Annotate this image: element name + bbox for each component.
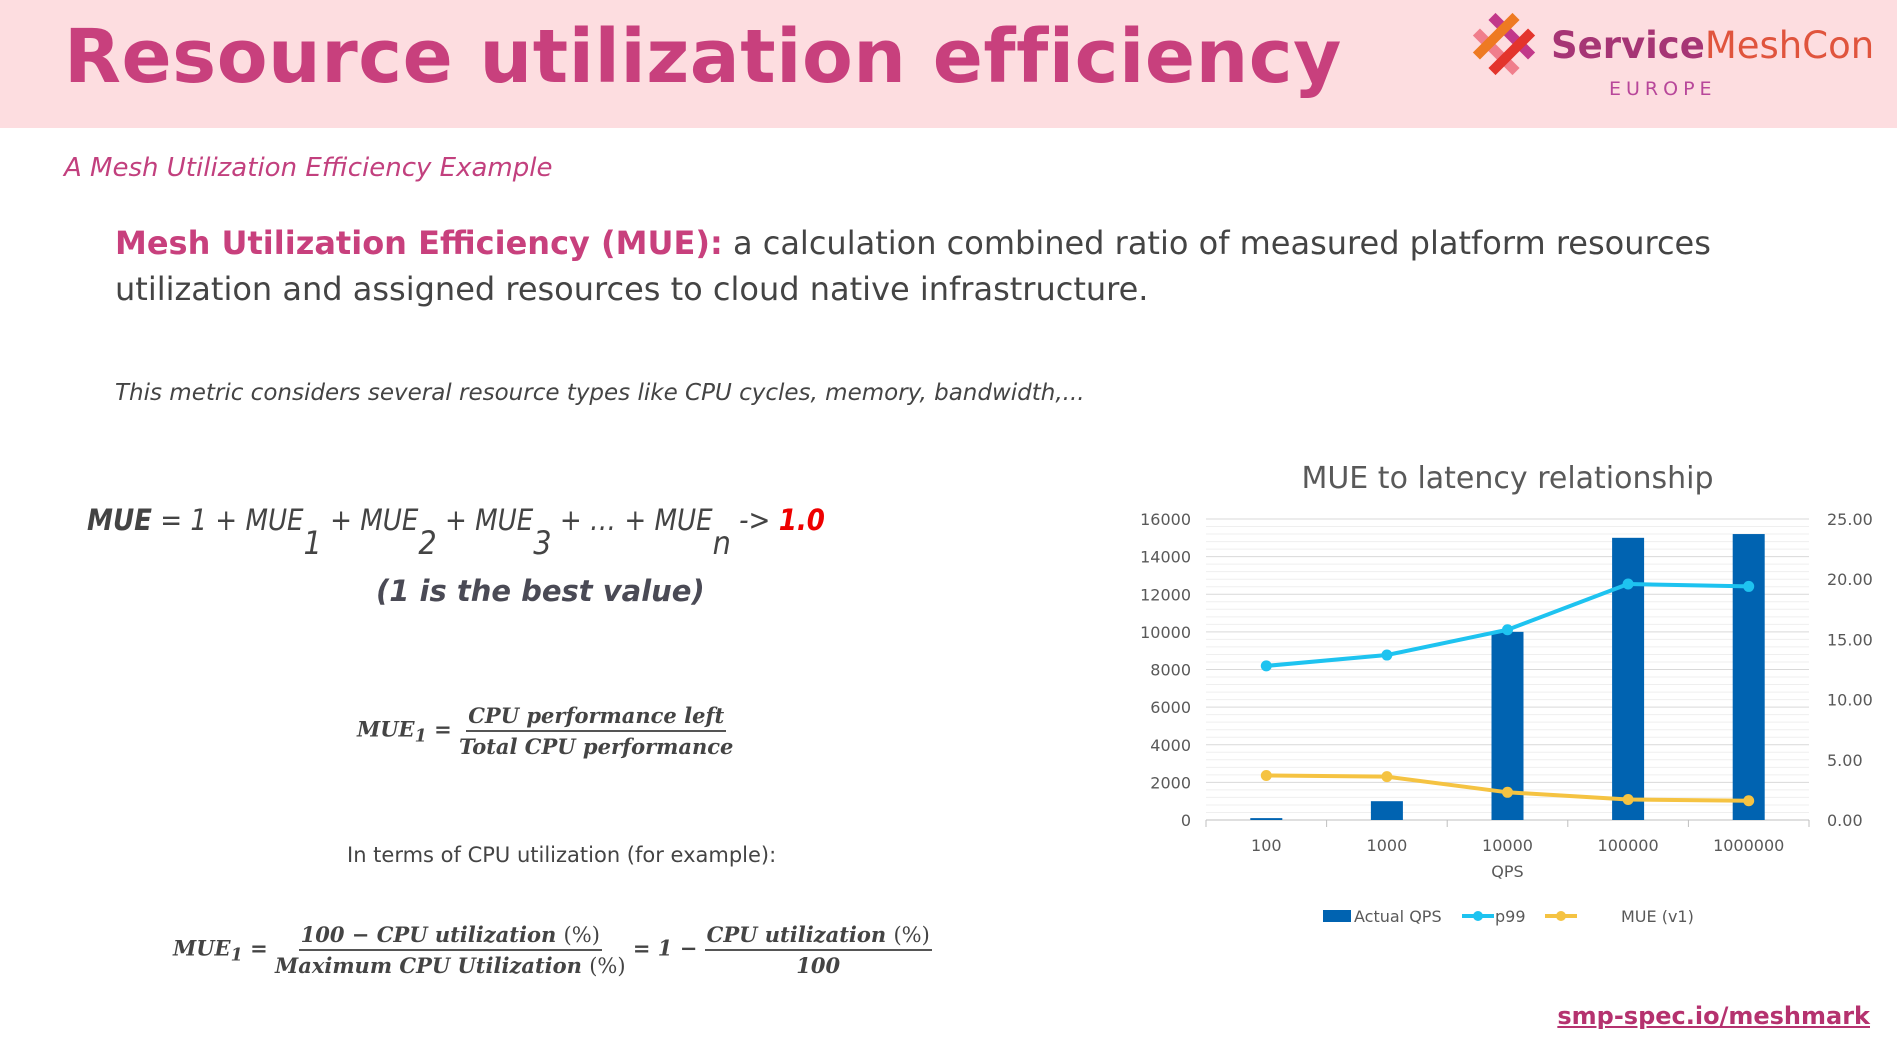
best-value-note: (1 is the best value) bbox=[376, 574, 705, 608]
definition-term: Mesh Utilization Efficiency (MUE): bbox=[115, 224, 723, 262]
y-right-tick-label: 5.00 bbox=[1827, 751, 1863, 770]
cpu-example-label: In terms of CPU utilization (for example… bbox=[347, 843, 777, 867]
definition: Mesh Utilization Efficiency (MUE): a cal… bbox=[115, 220, 1715, 312]
point-p99 bbox=[1622, 578, 1634, 590]
x-tick-label: 10000 bbox=[1482, 836, 1533, 855]
point-p99 bbox=[1260, 660, 1272, 672]
logo-text: ServiceMeshCon bbox=[1551, 24, 1875, 67]
x-tick-label: 1000000 bbox=[1713, 836, 1784, 855]
y-left-tick-label: 6000 bbox=[1150, 698, 1191, 717]
header-band bbox=[0, 0, 1897, 128]
bar-actual-qps bbox=[1250, 818, 1283, 820]
y-left-tick-label: 8000 bbox=[1150, 661, 1191, 680]
point-mue-v1 bbox=[1381, 771, 1393, 783]
x-tick-label: 1000 bbox=[1367, 836, 1408, 855]
servicemeshcon-logo-icon bbox=[1472, 12, 1536, 76]
legend-marker-mue bbox=[1556, 911, 1566, 921]
y-left-tick-label: 14000 bbox=[1140, 548, 1191, 567]
bar-actual-qps bbox=[1732, 534, 1765, 820]
y-right-tick-label: 20.00 bbox=[1827, 570, 1873, 589]
point-mue-v1 bbox=[1502, 786, 1513, 798]
formula-cpu-utilization: MUE1 = 100 − CPU utilization (%) Maximum … bbox=[173, 922, 932, 978]
x-axis-label: QPS bbox=[1491, 862, 1523, 881]
target-value: 1.0 bbox=[778, 503, 825, 537]
legend-swatch-actual-qps bbox=[1323, 910, 1351, 922]
point-p99 bbox=[1743, 580, 1755, 592]
y-left-tick-label: 12000 bbox=[1140, 585, 1191, 604]
point-mue-v1 bbox=[1260, 769, 1272, 781]
y-right-tick-label: 0.00 bbox=[1827, 811, 1863, 830]
point-mue-v1 bbox=[1743, 795, 1755, 807]
legend-marker-p99 bbox=[1473, 911, 1483, 921]
legend-label-p99: p99 bbox=[1495, 907, 1526, 926]
y-left-tick-label: 0 bbox=[1181, 811, 1191, 830]
formula-mue1: MUE1 = CPU performance left Total CPU per… bbox=[357, 703, 734, 759]
y-right-tick-label: 15.00 bbox=[1827, 630, 1873, 649]
formula-main: MUE = 1 + MUE1 + MUE2 + MUE3 + … + MUEn … bbox=[87, 503, 825, 562]
x-tick-label: 100000 bbox=[1598, 836, 1659, 855]
point-p99 bbox=[1502, 624, 1513, 636]
page-title: Resource utilization efficiency bbox=[64, 14, 1342, 100]
bar-actual-qps bbox=[1370, 801, 1403, 820]
point-mue-v1 bbox=[1622, 794, 1634, 806]
logo-subtext: EUROPE bbox=[1609, 78, 1717, 100]
y-right-tick-label: 10.00 bbox=[1827, 691, 1873, 710]
legend-label-mue: MUE (v1) bbox=[1621, 907, 1694, 926]
meshmark-link[interactable]: smp-spec.io/meshmark bbox=[1557, 1002, 1870, 1030]
y-left-tick-label: 2000 bbox=[1150, 773, 1191, 792]
y-left-tick-label: 4000 bbox=[1150, 736, 1191, 755]
mue-latency-chart: MUE to latency relationship 0 2000 4000 6000… bbox=[1140, 461, 1873, 926]
chart-title: MUE to latency relationship bbox=[1301, 461, 1713, 496]
y-left-tick-label: 10000 bbox=[1140, 623, 1191, 642]
y-right-tick-label: 25.00 bbox=[1827, 510, 1873, 529]
legend-label-actual-qps: Actual QPS bbox=[1354, 907, 1442, 926]
definition-text: a calculation combined ratio of measured… bbox=[115, 224, 1711, 308]
point-p99 bbox=[1381, 649, 1393, 661]
subtitle: A Mesh Utilization Efficiency Example bbox=[64, 153, 553, 183]
y-left-tick-label: 16000 bbox=[1140, 510, 1191, 529]
metric-note: This metric considers several resource t… bbox=[115, 380, 1085, 406]
x-tick-label: 100 bbox=[1251, 836, 1282, 855]
